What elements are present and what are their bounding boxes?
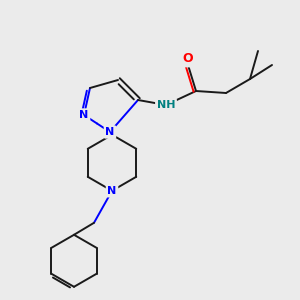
Text: O: O bbox=[183, 52, 193, 65]
Text: N: N bbox=[107, 186, 117, 196]
Text: NH: NH bbox=[157, 100, 175, 110]
Text: N: N bbox=[80, 110, 88, 120]
Text: N: N bbox=[105, 127, 115, 137]
